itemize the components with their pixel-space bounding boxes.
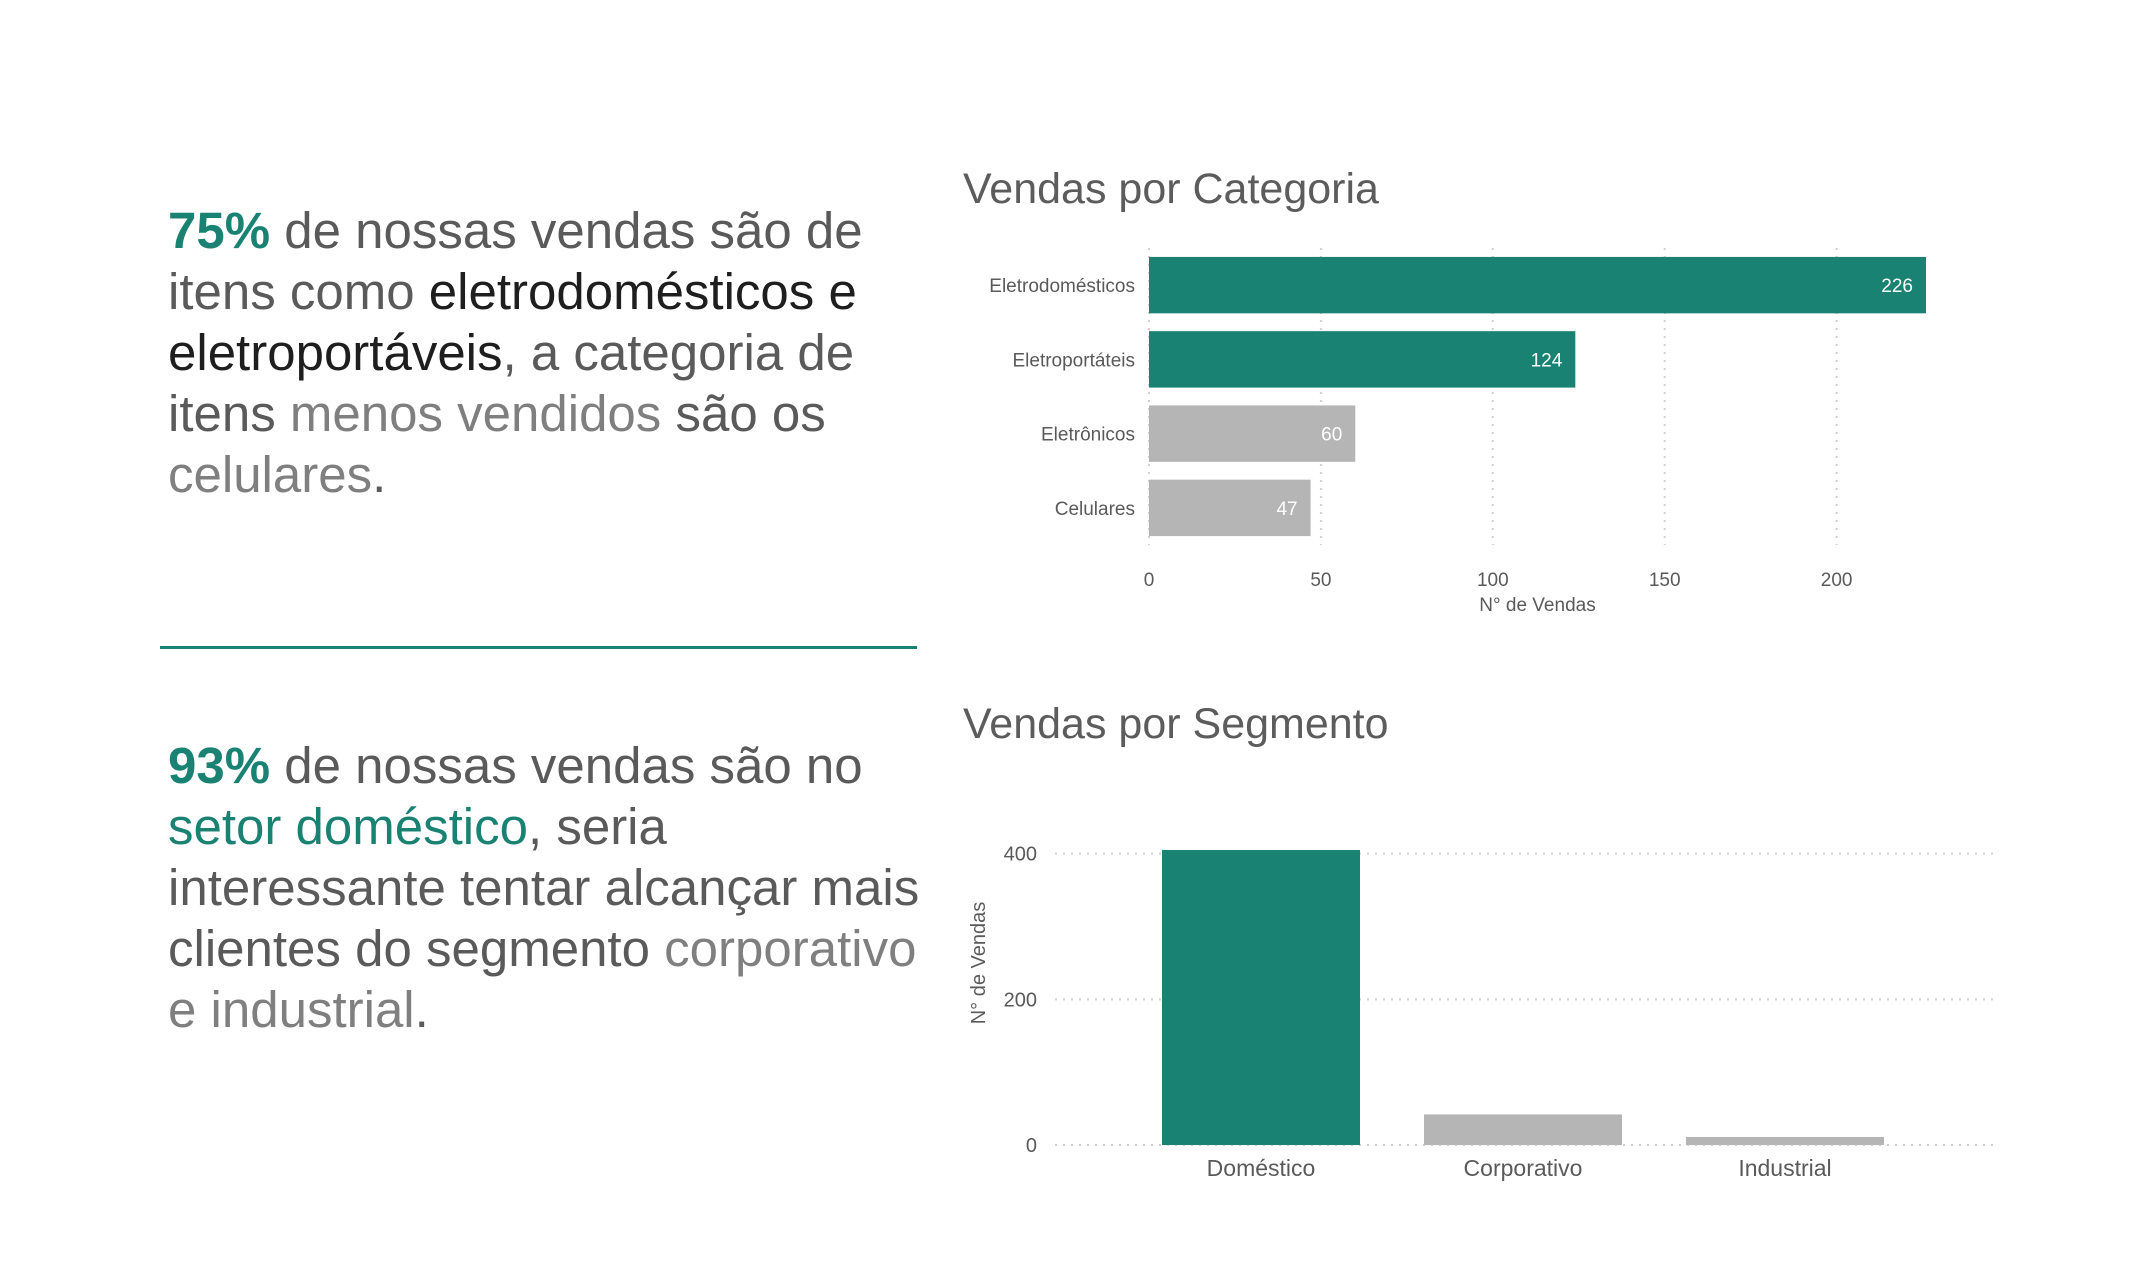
- y-tick-label: 400: [1004, 844, 1037, 866]
- bar: [1162, 850, 1360, 1145]
- category-label: Industrial: [1738, 1155, 1831, 1181]
- insight-text-part: .: [414, 981, 429, 1038]
- data-label: 226: [1881, 276, 1913, 297]
- insight-text-part: , seria interessante tentar alcançar mai…: [168, 798, 920, 977]
- segment-chart-title: Vendas por Segmento: [963, 700, 1389, 748]
- insight-category: 75% de nossas vendas são de itens como e…: [168, 200, 928, 505]
- category-label: Eletrodomésticos: [989, 276, 1135, 297]
- insight-text-part: , a categoria de itens: [168, 324, 855, 442]
- y-tick-label: 0: [1026, 1135, 1037, 1157]
- insight-text-part: de nossas vendas são no: [270, 737, 863, 794]
- x-tick-label: 0: [1144, 570, 1155, 591]
- x-axis-title: N° de Vendas: [1479, 595, 1595, 616]
- bar: [1149, 405, 1356, 462]
- x-tick-label: 50: [1310, 570, 1331, 591]
- insight-text-part: .: [372, 446, 387, 503]
- category-chart-title: Vendas por Categoria: [963, 165, 1379, 213]
- bar: [1149, 479, 1311, 537]
- category-label: Eletrônicos: [1041, 425, 1135, 446]
- insight-text-part: 93%: [168, 737, 271, 794]
- insight-text-part: corporativo e industrial: [168, 920, 917, 1038]
- insight-text-part: celulares: [168, 446, 373, 503]
- insight-segment: 93% de nossas vendas são no setor domést…: [168, 735, 928, 1040]
- insight-text-part: eletrodomésticos e eletroportáveis: [168, 263, 857, 381]
- insight-text-part: de nossas vendas são de itens como: [168, 202, 863, 320]
- data-label: 60: [1321, 425, 1342, 446]
- insight-text-part: menos vendidos: [289, 385, 662, 442]
- bar: [1149, 256, 1926, 314]
- data-label: 47: [1276, 499, 1297, 520]
- category-label: Corporativo: [1464, 1155, 1583, 1181]
- category-label: Celulares: [1055, 499, 1135, 520]
- x-tick-label: 200: [1821, 570, 1853, 591]
- insight-text-part: 75%: [168, 202, 271, 259]
- data-label: 124: [1531, 350, 1563, 371]
- y-axis-title: N° de Vendas: [968, 902, 990, 1025]
- category-label: Doméstico: [1207, 1155, 1316, 1181]
- x-tick-label: 100: [1477, 570, 1509, 591]
- y-tick-label: 200: [1004, 989, 1037, 1011]
- bar: [1149, 331, 1576, 388]
- x-tick-label: 150: [1649, 570, 1681, 591]
- category-label: Eletroportáteis: [1012, 350, 1135, 371]
- insight-text-part: são os: [661, 385, 826, 442]
- section-divider: [160, 646, 917, 649]
- insight-text-part: setor doméstico: [168, 798, 528, 855]
- bar: [1424, 1114, 1622, 1145]
- bar: [1686, 1136, 1884, 1145]
